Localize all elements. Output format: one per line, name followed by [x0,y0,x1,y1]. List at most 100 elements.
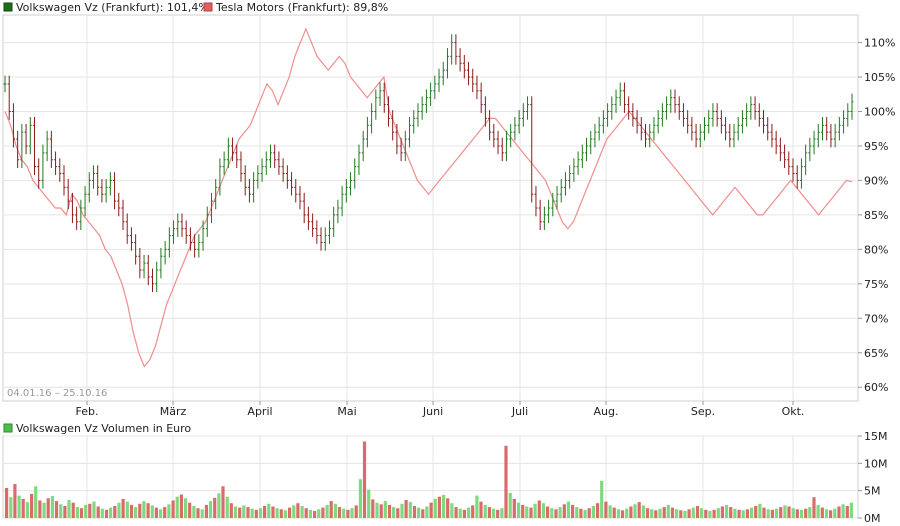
volkswagen-bar [87,172,91,203]
volkswagen-bar [732,123,736,148]
volume-bar [113,506,117,518]
volkswagen-bar [496,130,500,155]
volume-bar [333,503,337,518]
volkswagen-bar [462,54,466,79]
volkswagen-bar [850,93,854,120]
volume-bar [159,509,163,518]
volkswagen-bar [627,96,631,120]
volkswagen-bar [698,123,702,148]
volume-bar [250,508,254,518]
volume-bar [750,507,754,518]
volume-bar [383,501,387,518]
volkswagen-bar [264,151,268,175]
volkswagen-bar [513,117,517,141]
volume-bar [720,506,724,518]
volkswagen-bar [16,130,20,169]
volkswagen-bar [753,96,757,120]
volume-bar [54,501,59,518]
volume-bar [729,507,733,518]
volkswagen-bar [188,227,192,251]
volume-bar [554,509,558,518]
volume-bar [283,510,287,518]
volume-bar [620,510,625,518]
volkswagen-bar [104,179,108,203]
volkswagen-bar [125,213,129,244]
volume-bar [400,503,404,518]
volume-bar [774,508,779,518]
volkswagen-bar [787,151,791,175]
volkswagen-bar [530,96,534,203]
volume-bar [84,504,88,518]
volume-bar [179,494,183,518]
volume-bar [9,497,13,518]
volume-bar [296,503,300,518]
volkswagen-bar [167,227,171,258]
volkswagen-bar [665,96,669,120]
volkswagen-bar [420,96,424,120]
volume-bar [458,508,462,518]
volume-bar [504,445,508,518]
volume-bar [625,508,629,518]
volkswagen-bar [374,89,378,120]
volkswagen-bar [757,103,761,127]
volkswagen-bar [159,247,163,279]
volume-bar [408,502,412,518]
volume-bar [292,505,296,518]
volume-bar [184,498,188,518]
volkswagen-bar [222,151,226,175]
volkswagen-bar [412,110,416,134]
volume-bar [417,507,421,518]
volume-bar [770,509,774,518]
volume-bar [358,479,362,518]
volume-bar [650,509,654,518]
volume-bar [812,497,816,518]
volkswagen-bar [517,110,521,134]
tesla-line [4,27,853,368]
volume-bar [271,506,275,518]
volume-bar [425,506,429,518]
volume-bar [679,510,683,518]
volume-bar [379,504,383,518]
volume-bar [213,497,217,518]
volume-bar [79,508,84,518]
volume-bar [762,507,766,518]
volkswagen-bar [471,68,475,93]
volkswagen-bar [11,103,15,148]
volkswagen-bar [209,192,213,224]
volume-y-tick-label: 0M [864,512,881,525]
volume-bar [275,508,279,518]
volkswagen-bar [155,261,159,293]
volkswagen-bar [260,158,264,182]
volume-bar [300,506,304,518]
volkswagen-bar [138,247,142,279]
volkswagen-bar [504,130,508,162]
volkswagen-bar [100,179,104,203]
volume-bar [254,509,258,518]
price-panel: 110% 105% 100% 95% 90% 85% 80% 75% 70% 65% 60% Feb… [2,14,895,418]
volume-bar [67,500,71,518]
volume-bar [63,506,67,518]
legend-label-volkswagen: Volkswagen Vz (Frankfurt): 101,4% [16,1,209,14]
volume-bar [196,508,200,518]
volume-bar [242,505,246,518]
volume-bar [799,509,804,518]
volume-bar [17,495,21,518]
volume-bar [525,506,529,518]
volume-bar [462,509,466,518]
price-x-tick-label: Okt. [782,405,805,418]
volume-bar [129,504,134,518]
volume-bar [304,508,308,518]
legend-swatch-volkswagen [3,2,13,12]
volkswagen-bar [273,144,277,169]
volume-bar [546,506,550,518]
volkswagen-bar [728,123,732,148]
volkswagen-bar [724,117,728,141]
volume-bar [645,508,650,518]
volume-bar [387,504,392,518]
volkswagen-bar [559,179,563,203]
volume-bar [138,503,142,518]
volkswagen-bar [551,192,555,217]
volume-bar [675,509,679,518]
volume-bar [421,509,425,518]
volkswagen-bar [547,199,551,224]
